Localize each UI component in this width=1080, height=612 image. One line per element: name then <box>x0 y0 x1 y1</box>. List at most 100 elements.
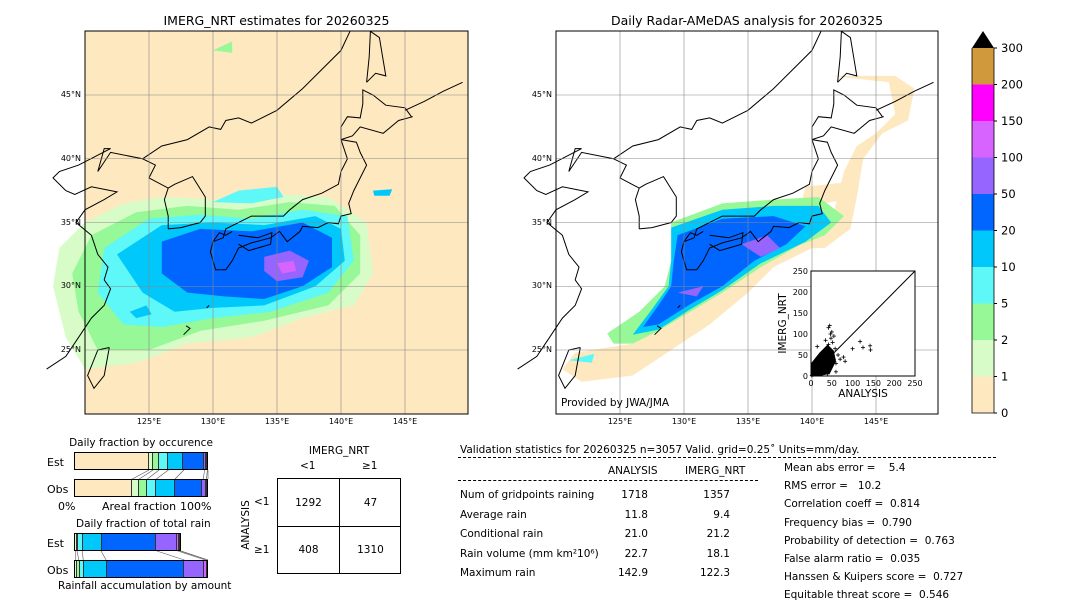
colorbar-segment <box>972 194 994 231</box>
colorbar-label: 5 <box>1001 297 1008 311</box>
lon-tick-label: 130°E <box>671 417 697 426</box>
bar-link-line <box>156 469 169 480</box>
stats-row-analysis: 1718 <box>621 489 648 501</box>
scatter-y-tick: 50 <box>798 351 808 360</box>
stats-row-label: Maximum rain <box>460 567 536 579</box>
cell-false-alarm: 47 <box>363 497 378 509</box>
stats-col-imerg: IMERG_NRT <box>685 465 746 477</box>
scatter-point <box>833 361 838 366</box>
bar-segment <box>132 480 140 496</box>
scatter-dense-cloud <box>811 344 836 376</box>
scatter-y-tick: 100 <box>793 330 808 339</box>
lat-tick-label: 45°N <box>531 90 552 99</box>
colorbar-extend-arrow <box>972 31 994 48</box>
scatter-point <box>829 329 834 334</box>
coastline <box>183 325 191 336</box>
scatter-x-tick: 200 <box>887 379 902 388</box>
scatter-point <box>833 346 838 351</box>
bar-segment <box>158 453 169 469</box>
lon-tick-label: 130°E <box>200 417 226 426</box>
stats-score: Correlation coeff = 0.814 <box>784 498 920 511</box>
bar-segment <box>106 561 184 577</box>
rain-area <box>213 41 233 53</box>
stats-row-label: Rain volume (mm km²10⁶) <box>460 547 599 560</box>
colorbar-segment <box>972 230 994 267</box>
right-map <box>517 30 939 415</box>
bar-segment <box>75 561 77 577</box>
contingency-row-ge1: ≥1 <box>254 544 270 556</box>
occ-xlabel: Areal fraction <box>102 500 177 513</box>
rain-area <box>161 222 332 299</box>
bar-link-line <box>177 550 206 561</box>
coastline <box>206 305 210 309</box>
scatter-point <box>828 332 833 336</box>
bar-segment <box>179 534 181 550</box>
bar-segment <box>174 480 203 496</box>
stats-row-imerg: 21.2 <box>706 528 730 540</box>
coastline <box>680 139 839 271</box>
scatter-x-tick: 0 <box>808 379 813 388</box>
bar-segment <box>75 453 149 469</box>
coastline <box>654 325 662 336</box>
scatter-point <box>813 363 818 368</box>
scatter-y-tick: 250 <box>793 267 808 276</box>
stats-row-label: Num of gridpoints raining <box>460 489 595 501</box>
stats-score: Frequency bias = 0.790 <box>784 516 912 529</box>
bar-link-line <box>81 550 84 561</box>
bar-segment <box>168 453 184 469</box>
scatter-point <box>831 334 836 339</box>
scatter-x-tick: 150 <box>866 379 881 388</box>
coastline <box>558 347 581 390</box>
scatter-point <box>868 343 873 348</box>
bar-segment <box>183 561 205 577</box>
bar-segment <box>207 561 208 577</box>
scatter-point <box>841 355 846 360</box>
colorbar-label: 50 <box>1001 187 1016 201</box>
colorbar-label: 200 <box>1001 78 1023 92</box>
lon-tick-label: 145°E <box>392 417 418 426</box>
occurrence-title: Daily fraction by occurence <box>69 437 213 449</box>
scatter-point <box>825 359 830 364</box>
total-rain-est-bar <box>74 533 182 551</box>
scatter-point <box>822 353 827 357</box>
stats-row-imerg: 122.3 <box>699 567 730 579</box>
bar-link-line <box>76 550 80 561</box>
coastline <box>709 231 744 252</box>
scatter-point <box>826 325 831 330</box>
bar-segment <box>78 534 83 550</box>
contingency-row-header: ANALYSIS <box>240 500 252 550</box>
rain-area <box>562 75 915 382</box>
scatter-point <box>858 339 863 344</box>
stats-score: Mean abs error = 5.4 <box>784 462 906 474</box>
scatter-point <box>830 340 835 345</box>
scatter-xlabel: ANALYSIS <box>838 388 888 400</box>
occ-0-label: 0% <box>58 500 76 513</box>
bar-segment <box>183 453 204 469</box>
coastline <box>209 139 368 271</box>
scatter-ylabel: IMERG_NRT <box>777 293 789 354</box>
map-frame <box>555 30 939 415</box>
bar-segment <box>75 534 77 550</box>
scatter-x-tick: 50 <box>827 379 837 388</box>
scatter-point <box>868 347 873 352</box>
scatter-point <box>825 371 830 376</box>
scatter-y-tick: 200 <box>793 288 808 297</box>
cell-hit-none: 1292 <box>295 497 322 509</box>
coastline <box>340 89 413 141</box>
colorbar-label: 100 <box>1001 151 1023 165</box>
coastline <box>404 81 463 111</box>
tot-obs-label: Obs <box>47 564 69 577</box>
scatter-point <box>819 366 824 371</box>
stats-score: Equitable threat score = 0.546 <box>784 589 950 602</box>
scatter-point <box>815 344 820 349</box>
lon-tick-label: 125°E <box>136 417 162 426</box>
bar-segment <box>152 453 159 469</box>
stats-row-analysis: 11.8 <box>624 508 648 521</box>
colorbar-label: 300 <box>1001 41 1023 55</box>
stats-score: RMS error = 10.2 <box>784 480 882 493</box>
bar-link-line <box>147 469 160 480</box>
bar-segment <box>101 534 157 550</box>
bar-segment <box>83 534 102 550</box>
rain-area <box>741 235 780 257</box>
contingency-grid: 1292 47 408 1310 <box>277 478 401 574</box>
